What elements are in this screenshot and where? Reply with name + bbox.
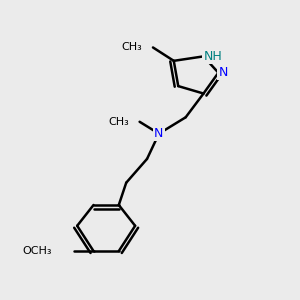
Text: CH₃: CH₃ [108, 117, 129, 127]
Text: NH: NH [203, 50, 222, 63]
Text: OCH₃: OCH₃ [22, 246, 52, 256]
Text: CH₃: CH₃ [122, 43, 142, 52]
Text: N: N [218, 66, 228, 79]
Text: N: N [154, 127, 164, 140]
